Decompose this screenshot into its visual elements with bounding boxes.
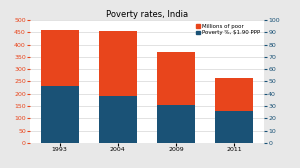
Bar	[99, 96, 137, 143]
Bar	[157, 105, 195, 143]
Legend: Millions of poor, Poverty %, $1.90 PPP: Millions of poor, Poverty %, $1.90 PPP	[195, 23, 261, 37]
Bar	[215, 78, 253, 111]
Bar	[215, 111, 253, 143]
Bar	[157, 52, 195, 105]
Bar	[40, 86, 79, 143]
Bar	[99, 31, 137, 96]
Title: Poverty rates, India: Poverty rates, India	[106, 10, 188, 19]
Bar	[40, 30, 79, 86]
